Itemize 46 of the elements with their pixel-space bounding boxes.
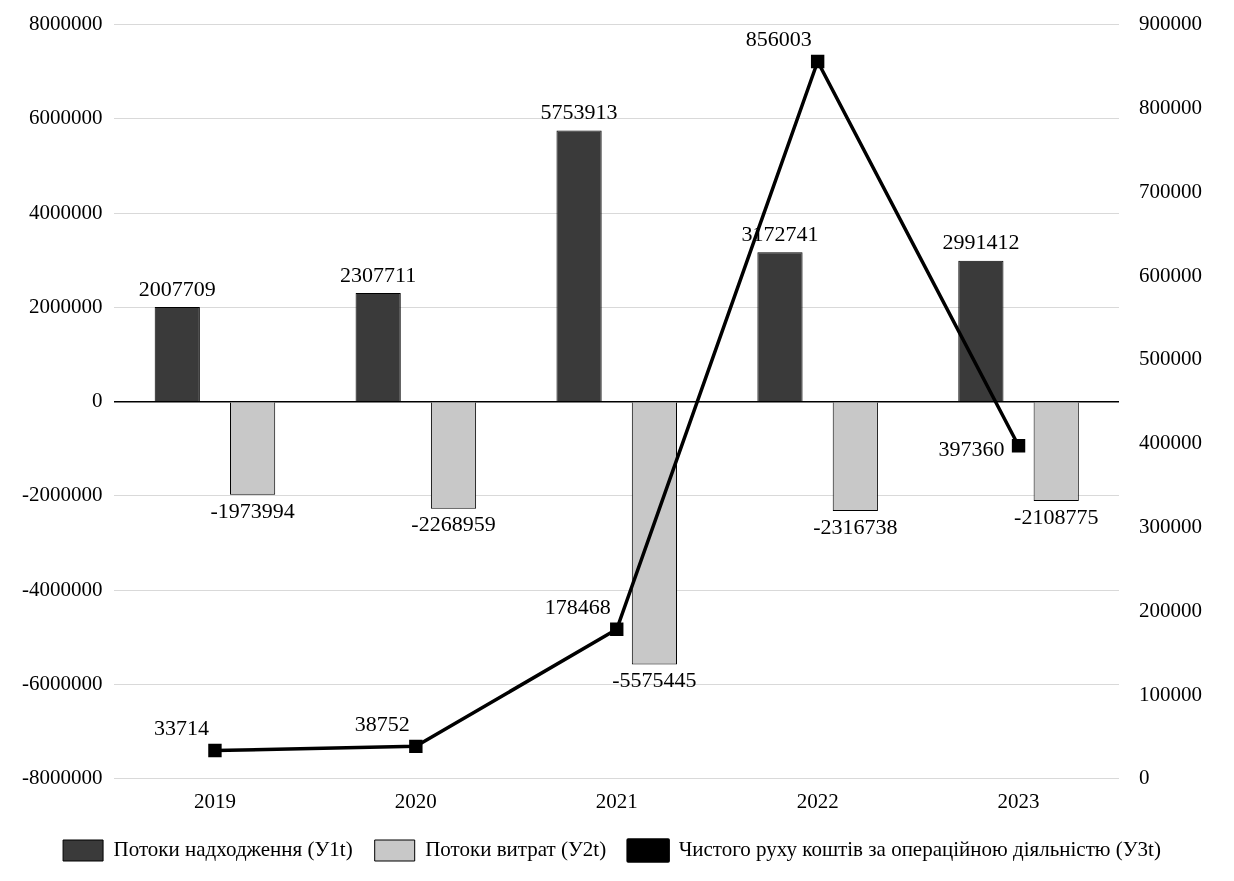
data-label: 5753913 (540, 99, 618, 125)
y-tick-label: 8000000 (28, 11, 103, 36)
x-tick-label: 2022 (796, 788, 839, 813)
point (409, 739, 423, 754)
y2-tick-label: 200000 (1139, 597, 1202, 622)
data-label: 397360 (938, 435, 1005, 461)
data-label: -2268959 (411, 511, 496, 537)
y2-tick-label: 500000 (1139, 346, 1202, 371)
y-tick-label: 6000000 (28, 105, 103, 130)
y-tick-label: 0 (91, 388, 103, 413)
data-label: 2007709 (138, 275, 216, 301)
x-tick-label: 2023 (997, 788, 1040, 813)
data-label: 33714 (153, 715, 209, 741)
y2-tick-label: 900000 (1139, 11, 1202, 36)
x-tick-label: 2021 (595, 788, 638, 813)
y2-tick-label: 800000 (1139, 94, 1202, 119)
data-label: 2307711 (340, 261, 417, 287)
y-tick-label: -2000000 (21, 482, 103, 507)
x-tick-label: 2019 (193, 788, 236, 813)
y-tick-label: -8000000 (21, 765, 103, 790)
point (1011, 439, 1026, 453)
data-label: 178468 (544, 594, 611, 620)
y2-tick-label: 300000 (1139, 513, 1202, 538)
data-label: 2991412 (942, 229, 1020, 255)
legend-label: Потоки витрат (У2t) (425, 837, 607, 862)
y2-tick-label: 600000 (1139, 262, 1202, 287)
point (208, 743, 222, 758)
y2-tick-label: 700000 (1139, 178, 1202, 203)
legend-label: Потоки надходження (У1t) (113, 837, 353, 862)
y-tick-label: -6000000 (21, 671, 103, 696)
y2-tick-label: 0 (1139, 765, 1150, 790)
data-label: -2316738 (813, 513, 898, 539)
y2-tick-label: 400000 (1139, 430, 1202, 455)
y-tick-label: 2000000 (28, 293, 103, 318)
x-tick-label: 2020 (394, 788, 437, 813)
y-tick-label: 4000000 (28, 199, 103, 224)
data-label: 38752 (354, 711, 410, 737)
data-label: -2108775 (1014, 503, 1099, 529)
y2-tick-label: 100000 (1139, 681, 1202, 706)
data-label: 856003 (745, 26, 812, 52)
point (610, 622, 624, 636)
data-label: -5575445 (612, 667, 697, 693)
point (810, 54, 825, 69)
data-label: -1973994 (210, 497, 295, 523)
y-tick-label: -4000000 (21, 576, 103, 601)
legend-label: Чистого руху коштів за операційною діяльністю (У3t) (678, 837, 1161, 862)
